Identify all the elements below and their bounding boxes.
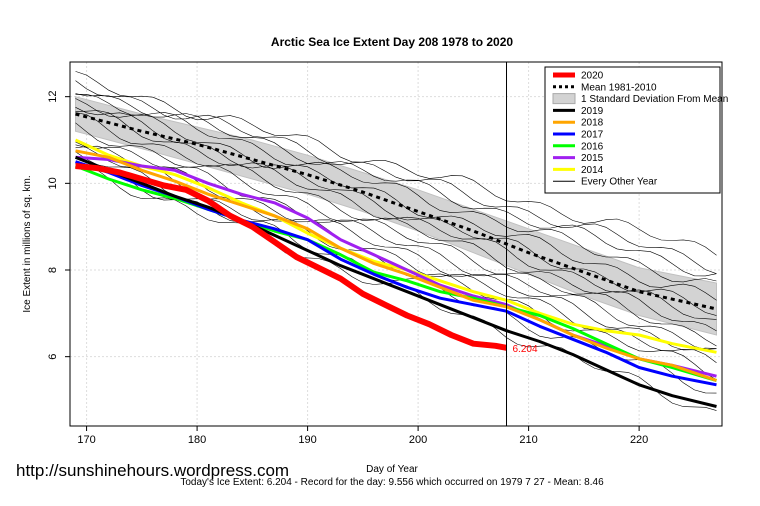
x-axis-label: Day of Year <box>366 464 418 475</box>
legend-swatch <box>552 93 576 105</box>
legend-label: 1 Standard Deviation From Mean <box>581 94 728 105</box>
legend-label: 2019 <box>581 106 604 117</box>
other-year-line <box>75 112 717 332</box>
y-axis-label: Ice Extent in millions of sq. km. <box>22 175 33 312</box>
other-year-line <box>75 145 717 351</box>
x-tick-label: 220 <box>630 434 648 446</box>
y-tick-label: 12 <box>47 91 59 103</box>
x-tick-label: 180 <box>188 434 206 446</box>
series-line-2014 <box>74 138 717 354</box>
x-tick-label: 170 <box>77 434 95 446</box>
legend-label: Every Other Year <box>581 177 658 188</box>
series-line-2019 <box>74 155 717 408</box>
plot-border <box>69 61 723 427</box>
legend-box <box>544 66 721 194</box>
legend-label: 2020 <box>581 71 604 82</box>
legend-label: 2018 <box>581 118 604 129</box>
website-url: http://sunshinehours.wordpress.com <box>16 461 289 480</box>
legend-label: 2016 <box>581 141 604 152</box>
other-year-line <box>75 93 717 277</box>
series-line-2018 <box>75 149 717 382</box>
mean-series-line <box>75 112 717 311</box>
series-lines <box>74 138 717 408</box>
x-axis: 170 180 190 200 210 220 <box>77 426 648 446</box>
other-year-line <box>75 122 717 347</box>
legend-label: 2014 <box>581 165 604 176</box>
x-tick-label: 200 <box>409 434 427 446</box>
legend-label: 2015 <box>581 153 604 164</box>
chart-title: Arctic Sea Ice Extent Day 208 1978 to 20… <box>271 35 513 49</box>
x-tick-label: 190 <box>298 434 316 446</box>
y-tick-label: 8 <box>47 267 59 273</box>
legend-label: Mean 1981-2010 <box>581 82 657 93</box>
other-year-line <box>75 98 717 301</box>
legend-label: 2017 <box>581 130 604 141</box>
series-line-2020 <box>75 163 508 351</box>
x-tick-label: 210 <box>519 434 537 446</box>
footer-summary: Today's Ice Extent: 6.204 - Record for t… <box>180 477 604 488</box>
series-line-2016 <box>74 164 717 382</box>
y-tick-label: 6 <box>47 354 59 360</box>
current-value-label: 6.204 <box>513 344 538 355</box>
other-year-line <box>75 93 717 283</box>
y-axis: 6 8 10 12 <box>47 91 70 360</box>
other-year-line <box>75 141 717 350</box>
y-tick-label: 10 <box>47 177 59 189</box>
series-line-2015 <box>75 155 717 378</box>
mean-line <box>75 112 717 311</box>
